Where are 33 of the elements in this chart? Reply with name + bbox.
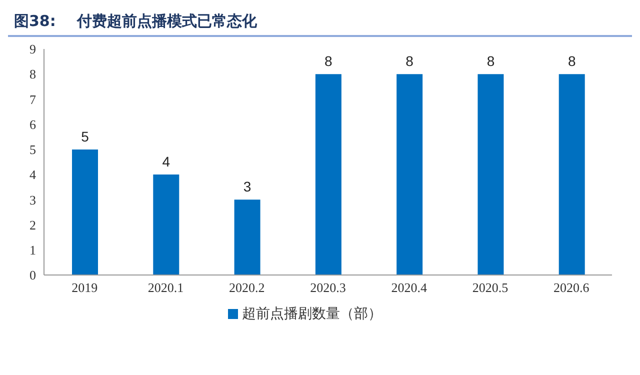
bar [478,74,504,275]
y-tick-label: 0 [30,268,36,283]
x-tick-label: 2019 [72,280,98,296]
bar [396,74,423,275]
chart-title: 图38: 付费超前点播模式已常态化 [8,8,632,37]
data-label: 8 [568,53,576,70]
y-tick-label: 8 [30,66,36,82]
y-tick-label: 6 [30,116,36,132]
y-tick-label: 4 [30,167,36,182]
bar [558,74,585,275]
data-label: 3 [243,178,252,195]
x-tick-label: 2020.2 [228,280,265,296]
bar [72,149,98,275]
data-label: 8 [406,53,414,70]
y-tick-label: 3 [30,192,36,208]
data-label: 4 [162,154,170,170]
y-tick-label: 1 [30,242,36,258]
legend-label: 超前点播剧数量（部） [242,306,382,322]
y-tick-label: 2 [30,217,36,232]
x-tick-label: 2020.5 [472,280,508,296]
bar [315,74,342,275]
x-tick-label: 2020.3 [310,280,346,296]
bar [153,174,180,275]
data-label: 5 [81,128,90,144]
bar [234,200,260,275]
x-tick-label: 2020.6 [554,280,590,296]
y-tick-label: 7 [30,92,36,107]
y-tick-label: 5 [30,142,36,158]
x-tick-label: 2020.4 [391,280,428,296]
y-tick-label: 9 [30,42,36,57]
data-label: 8 [324,53,333,70]
x-tick-label: 2020.1 [148,280,184,296]
data-label: 8 [486,53,495,70]
